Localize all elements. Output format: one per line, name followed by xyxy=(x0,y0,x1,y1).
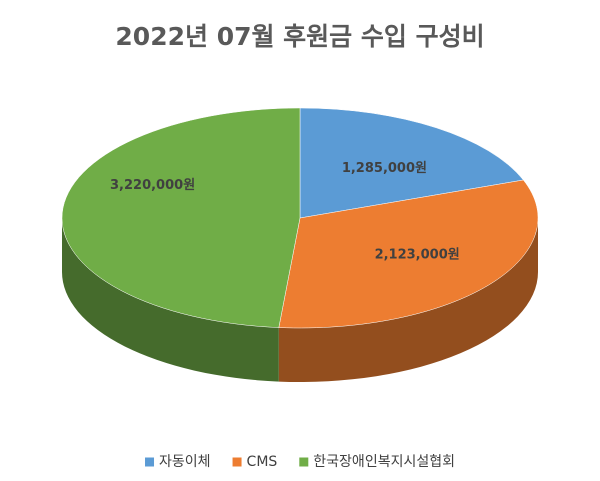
legend-item: CMS xyxy=(232,454,278,470)
legend-swatch xyxy=(299,457,309,467)
legend-swatch xyxy=(145,457,155,467)
legend-swatch xyxy=(232,457,242,467)
legend-label: 한국장애인복지시설협회 xyxy=(313,454,455,470)
slice-side xyxy=(278,218,538,382)
legend-label: CMS xyxy=(247,454,278,470)
slice-top xyxy=(278,179,539,329)
slice-side xyxy=(62,218,279,382)
legend-item: 자동이체 xyxy=(145,454,211,470)
pie-slice xyxy=(61,107,301,382)
pie-slice xyxy=(278,179,539,382)
chart-title: 2022년 07월 후원금 수입 구성비 xyxy=(115,22,484,51)
pie-slice xyxy=(299,107,524,219)
data-label: 2,123,000원 xyxy=(375,247,460,262)
data-label: 3,220,000원 xyxy=(110,178,195,193)
slice-top xyxy=(61,107,301,328)
legend-item: 한국장애인복지시설협회 xyxy=(299,454,455,470)
legend-label: 자동이체 xyxy=(159,454,211,470)
data-label: 1,285,000원 xyxy=(342,161,427,176)
slice-top xyxy=(299,107,524,219)
